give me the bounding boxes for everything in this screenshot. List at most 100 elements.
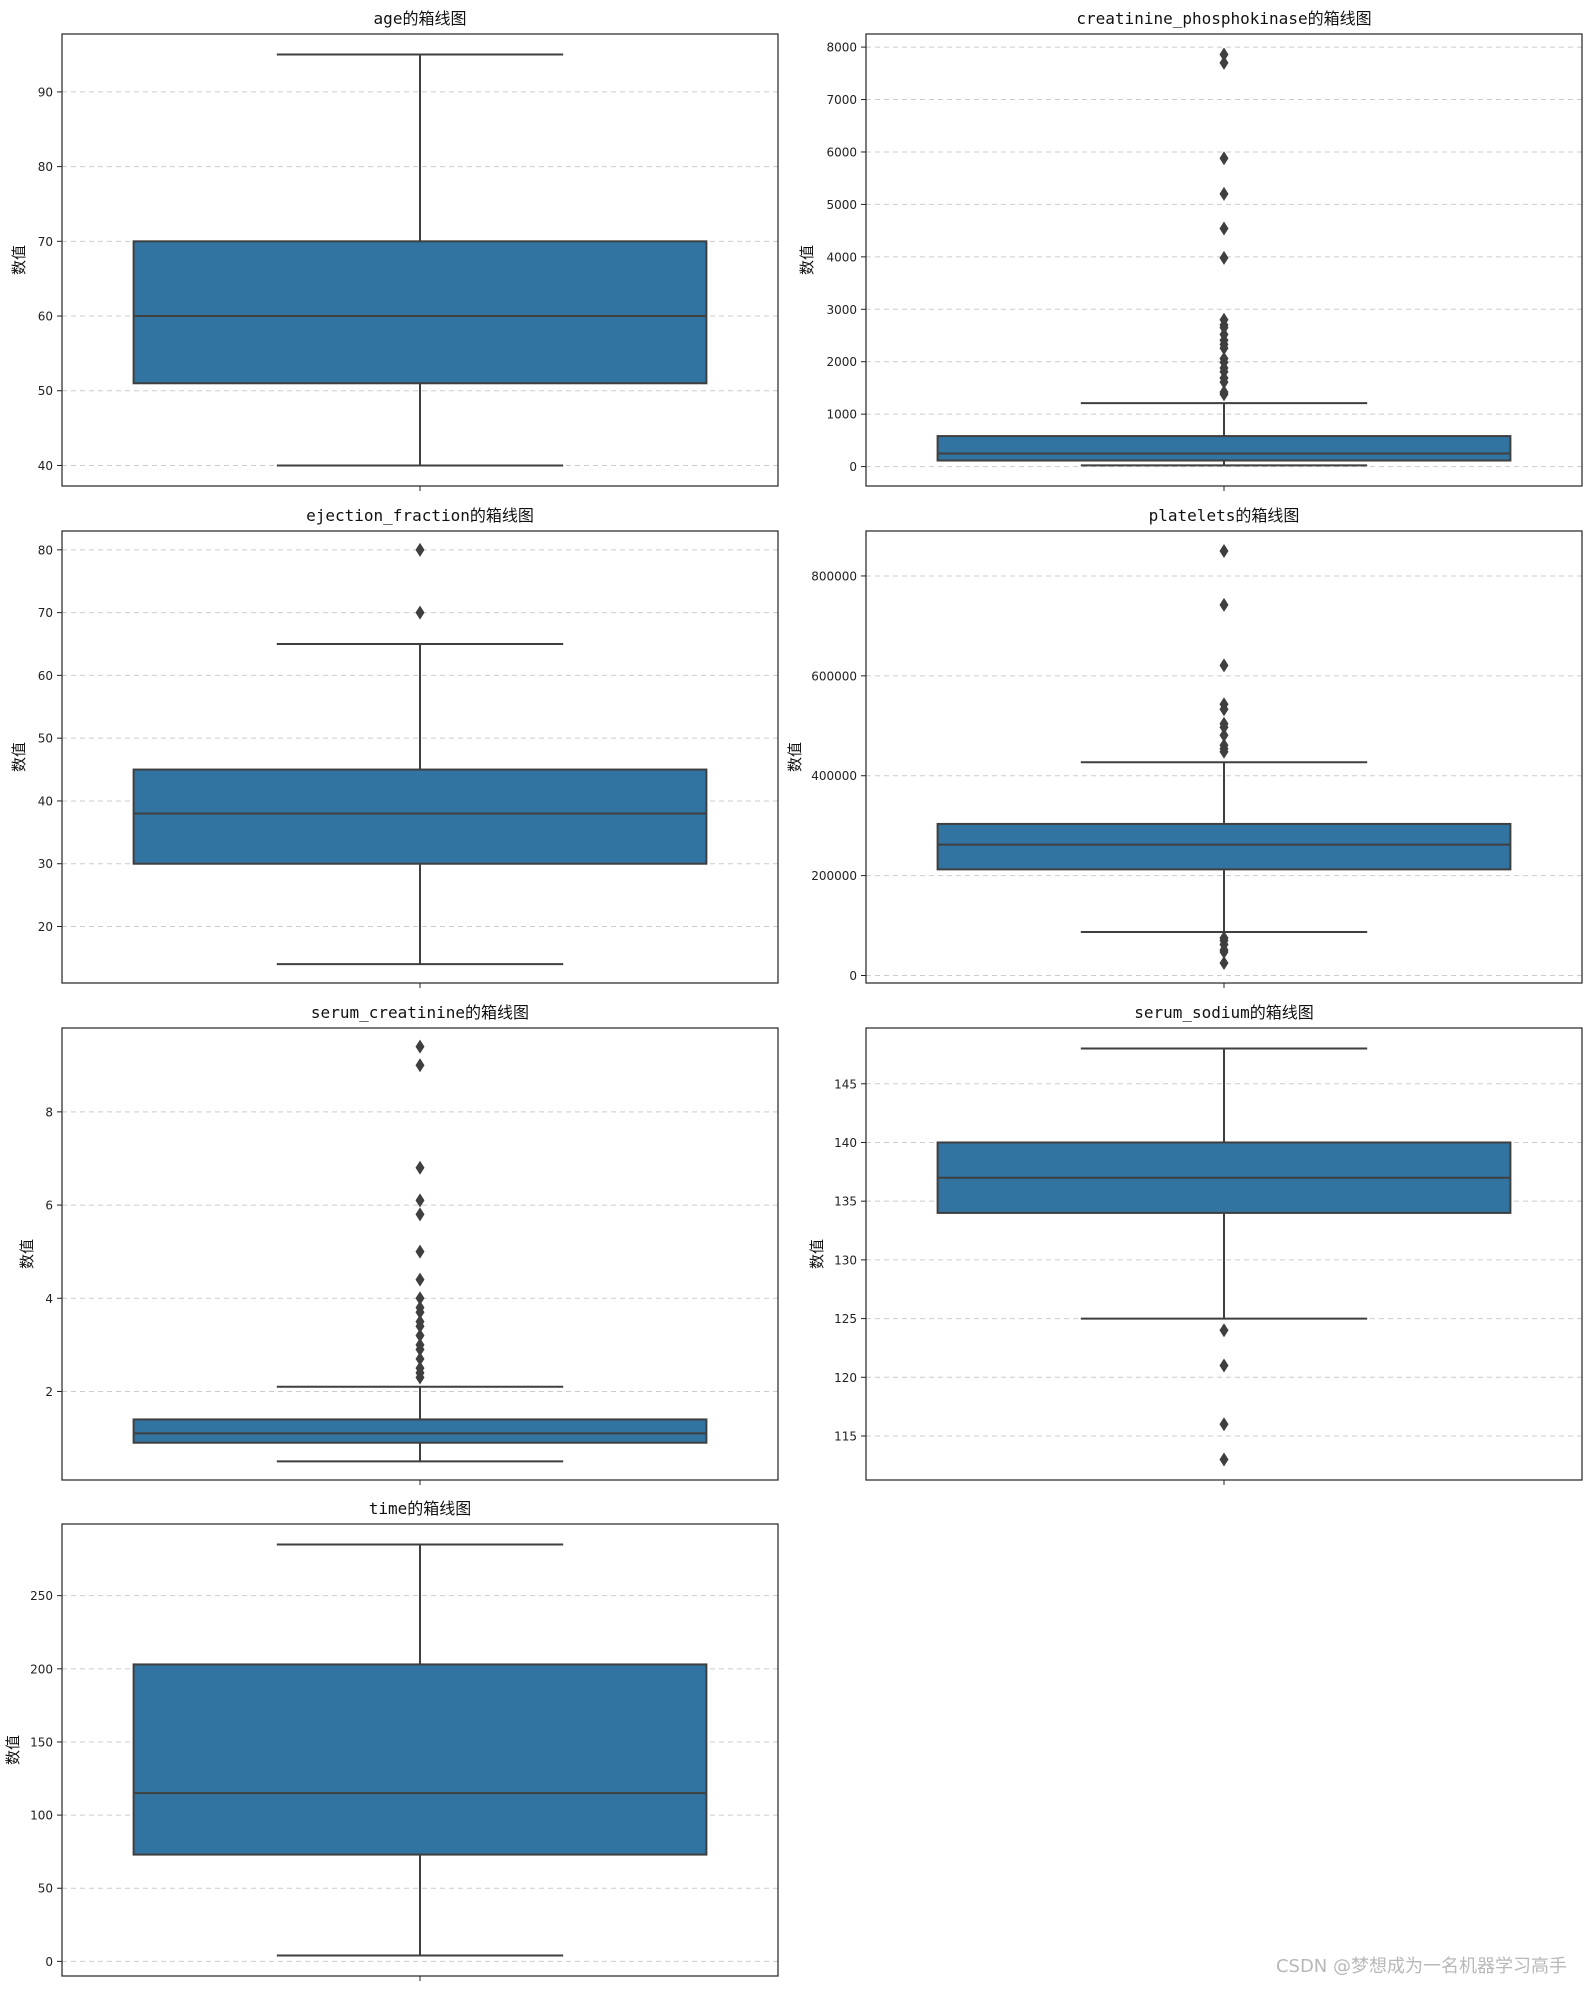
outlier-point xyxy=(415,1361,425,1376)
outlier-point xyxy=(415,1351,425,1366)
iqr-box xyxy=(132,240,708,385)
y-tick-label: 140 xyxy=(834,1136,857,1150)
y-axis-label: 数值 xyxy=(10,245,28,275)
outlier-point xyxy=(1219,47,1229,62)
outlier-point xyxy=(1219,151,1229,166)
outlier-point xyxy=(1219,931,1229,946)
outlier-point xyxy=(1219,658,1229,673)
outlier-point xyxy=(415,1039,425,1054)
y-tick-label: 40 xyxy=(38,794,53,808)
y-tick-label: 50 xyxy=(38,1882,53,1896)
boxplot-panel: 0 1000 2000 3000 4000 5000 6000 7000 8000 creatin… xyxy=(798,9,1583,491)
y-axis-label: 数值 xyxy=(10,742,28,772)
outlier-point xyxy=(415,1160,425,1175)
outlier-point xyxy=(415,1291,425,1306)
watermark: CSDN @梦想成为一名机器学习高手 xyxy=(1275,1956,1567,1977)
y-tick-label: 200 xyxy=(30,1662,53,1676)
y-tick-label: 5000 xyxy=(826,198,857,212)
y-tick-label: 145 xyxy=(834,1077,857,1091)
panel-title: age的箱线图 xyxy=(374,9,467,28)
outlier-point xyxy=(415,1244,425,1259)
y-tick-label: 0 xyxy=(45,1955,53,1969)
y-tick-label: 2 xyxy=(45,1385,53,1399)
y-tick-label: 115 xyxy=(834,1429,857,1443)
y-tick-label: 6 xyxy=(45,1199,53,1213)
outlier-point xyxy=(1219,955,1229,970)
iqr-box xyxy=(936,435,1512,462)
outlier-point xyxy=(1219,312,1229,327)
y-tick-label: 90 xyxy=(38,85,53,99)
y-tick-label: 0 xyxy=(849,460,857,474)
y-tick-label: 125 xyxy=(834,1312,857,1326)
panel-title: serum_creatinine的箱线图 xyxy=(311,1003,529,1022)
y-tick-label: 120 xyxy=(834,1371,857,1385)
outlier-point xyxy=(1219,1323,1229,1338)
outlier-point xyxy=(1219,728,1229,743)
y-tick-label: 20 xyxy=(38,920,53,934)
y-tick-label: 80 xyxy=(38,543,53,557)
outlier-point xyxy=(415,605,425,620)
y-tick-label: 7000 xyxy=(826,93,857,107)
y-tick-label: 6000 xyxy=(826,145,857,159)
y-tick-label: 0 xyxy=(849,969,857,983)
outlier-point xyxy=(1219,250,1229,265)
y-tick-label: 80 xyxy=(38,160,53,174)
y-axis-label: 数值 xyxy=(786,742,804,772)
outlier-point xyxy=(415,1300,425,1315)
y-tick-label: 70 xyxy=(38,235,53,249)
outlier-point xyxy=(415,1272,425,1287)
y-tick-label: 250 xyxy=(30,1589,53,1603)
y-tick-label: 2000 xyxy=(826,355,857,369)
outlier-point xyxy=(1219,221,1229,236)
y-axis-label: 数值 xyxy=(18,1239,36,1269)
outlier-point xyxy=(415,1193,425,1208)
outlier-point xyxy=(415,1207,425,1222)
outlier-point xyxy=(1219,1417,1229,1432)
y-tick-label: 60 xyxy=(38,310,53,324)
outlier-point xyxy=(415,1058,425,1073)
outlier-point xyxy=(1219,738,1229,753)
iqr-box xyxy=(132,1418,708,1444)
outlier-point xyxy=(1219,697,1229,712)
y-tick-label: 400000 xyxy=(811,769,857,783)
outlier-point xyxy=(1219,1358,1229,1373)
panel-title: creatinine_phosphokinase的箱线图 xyxy=(1076,9,1371,28)
iqr-box xyxy=(936,822,1512,871)
outlier-point xyxy=(415,1314,425,1329)
outlier-point xyxy=(1219,543,1229,558)
outlier-point xyxy=(1219,597,1229,612)
y-tick-label: 3000 xyxy=(826,303,857,317)
outlier-point xyxy=(1219,55,1229,70)
y-tick-label: 1000 xyxy=(826,408,857,422)
y-tick-label: 100 xyxy=(30,1809,53,1823)
y-tick-label: 150 xyxy=(30,1735,53,1749)
outlier-point xyxy=(1219,186,1229,201)
y-tick-label: 130 xyxy=(834,1253,857,1267)
outlier-point xyxy=(415,1337,425,1352)
panel-title: platelets的箱线图 xyxy=(1149,506,1300,525)
panel-title: time的箱线图 xyxy=(369,1499,472,1518)
iqr-box xyxy=(132,768,708,865)
y-tick-label: 70 xyxy=(38,606,53,620)
y-tick-label: 30 xyxy=(38,857,53,871)
outlier-point xyxy=(1219,351,1229,366)
y-tick-label: 600000 xyxy=(811,669,857,683)
outlier-point xyxy=(415,1328,425,1343)
y-tick-label: 800000 xyxy=(811,569,857,583)
y-tick-label: 135 xyxy=(834,1195,857,1209)
outlier-point xyxy=(1219,385,1229,400)
y-tick-label: 40 xyxy=(38,459,53,473)
y-axis-label: 数值 xyxy=(798,245,816,275)
y-tick-label: 4 xyxy=(45,1292,53,1306)
y-tick-label: 60 xyxy=(38,669,53,683)
panel-title: serum_sodium的箱线图 xyxy=(1134,1003,1314,1022)
y-tick-label: 200000 xyxy=(811,869,857,883)
outlier-point xyxy=(415,542,425,557)
